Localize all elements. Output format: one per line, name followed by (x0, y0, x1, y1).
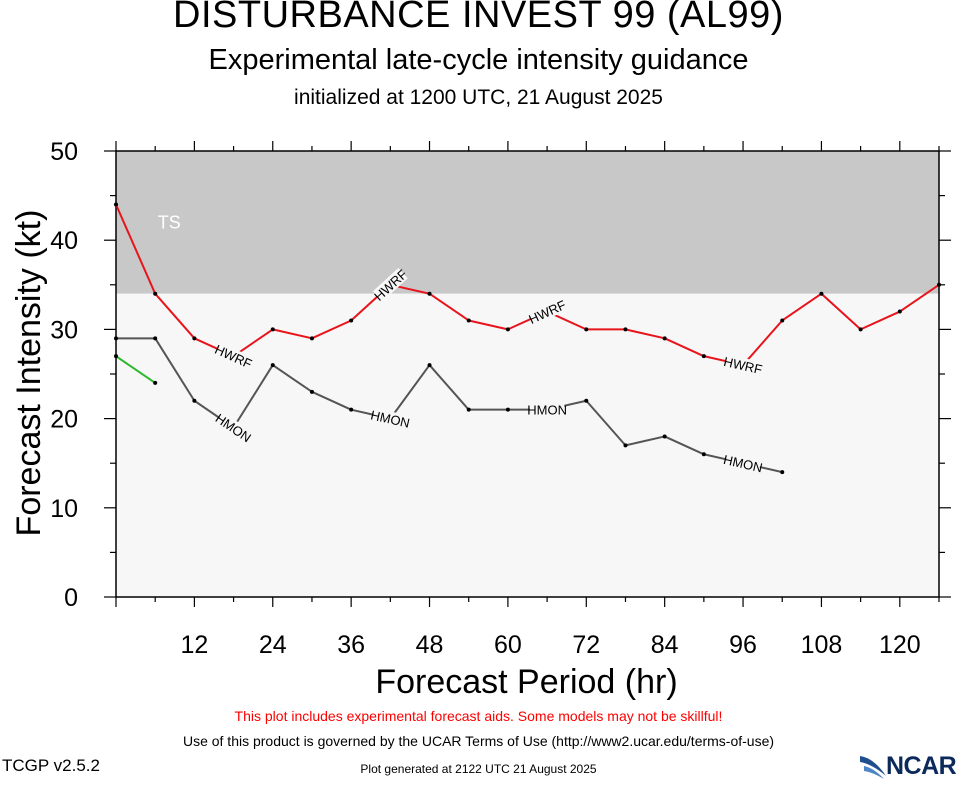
hwrf-label-background (215, 342, 253, 370)
ncar-swoosh-icon (860, 756, 886, 779)
hwrf-point (897, 309, 902, 314)
chart-init-time: initialized at 1200 UTC, 21 August 2025 (294, 86, 663, 109)
hwrf-point (505, 327, 510, 332)
hmon-point (505, 407, 510, 412)
series-2-line (115, 355, 156, 384)
hwrf-point (192, 336, 197, 341)
intensity-band-below-ts (116, 293, 939, 597)
hwrf-point (780, 318, 785, 323)
hmon-point (466, 407, 471, 412)
hwrf-point (114, 202, 118, 207)
hwrf-point (937, 282, 941, 287)
hmon-point (701, 452, 706, 457)
hmon-point (114, 336, 118, 341)
hwrf-line (115, 204, 940, 367)
hmon-point (192, 398, 197, 403)
x-axis-title: Forecast Period (hr) (375, 663, 677, 700)
y-tick-label: 10 (50, 495, 78, 523)
hwrf-point (309, 336, 314, 341)
hmon-point (349, 407, 354, 412)
hwrf-point (584, 327, 589, 332)
hmon-point (153, 336, 158, 341)
y-tick-label: 0 (64, 584, 78, 612)
y-tick-label: 30 (50, 316, 78, 344)
hwrf-label-background (528, 298, 566, 326)
hmon-label-background (372, 407, 409, 430)
hwrf-point (270, 327, 275, 332)
hwrf-point (819, 291, 824, 296)
intensity-band-ts (116, 151, 939, 294)
chart-subtitle: Experimental late-cycle intensity guidan… (208, 44, 749, 76)
hwrf-point (466, 318, 471, 323)
hmon-point (584, 398, 589, 403)
y-tick-label: 20 (50, 406, 78, 434)
hwrf-label-background (724, 354, 762, 376)
x-tick-label: 36 (337, 631, 365, 659)
hwrf-point (623, 327, 628, 332)
hmon-point (623, 443, 628, 448)
x-tick-label: 60 (494, 631, 522, 659)
hmon-point (780, 470, 785, 475)
band-label-ts: TS (158, 213, 181, 233)
hwrf-point (701, 354, 706, 359)
hwrf-point (662, 336, 667, 341)
x-tick-label: 96 (729, 631, 757, 659)
y-axis-title: Forecast Intensity (kt) (10, 210, 48, 537)
hmon-point (309, 389, 314, 394)
hmon-label-background (529, 402, 565, 417)
x-tick-label: 24 (259, 631, 287, 659)
chart-title: DISTURBANCE INVEST 99 (AL99) (173, 0, 784, 36)
generated-timestamp: Plot generated at 2122 UTC 21 August 202… (360, 762, 597, 776)
hwrf-point (858, 327, 863, 332)
x-tick-label: 84 (651, 631, 679, 659)
hmon-label-background (215, 412, 252, 443)
y-tick-label: 50 (50, 138, 78, 166)
hmon-point (662, 434, 667, 439)
hwrf-label-background (372, 268, 408, 302)
hwrf-point (349, 318, 354, 323)
ncar-logo-text: NCAR (886, 752, 957, 780)
y-tick-label: 40 (50, 227, 78, 255)
hmon-label-background (724, 452, 762, 474)
experimental-warning: This plot includes experimental forecast… (234, 708, 723, 724)
hmon-inline-label: HMON (527, 403, 567, 418)
hwrf-point (427, 291, 432, 296)
hmon-point (427, 363, 432, 368)
terms-of-use: Use of this product is governed by the U… (182, 733, 775, 749)
hmon-point (270, 363, 275, 368)
x-tick-label: 48 (416, 631, 444, 659)
intensity-chart: TS 12 24 36 48 60 72 84 96 108 120 0 10 20 30 40 50 Forec… (10, 138, 951, 700)
hmon-inline-label-group: HMON (527, 402, 567, 418)
x-tick-label: 120 (879, 631, 921, 659)
series-2-point (114, 354, 118, 359)
version-label: TCGP v2.5.2 (2, 756, 100, 775)
x-tick-label: 108 (801, 631, 843, 659)
ncar-logo: NCAR (858, 752, 957, 780)
series-2-point (153, 380, 158, 385)
hwrf-point (153, 291, 158, 296)
x-tick-label: 72 (572, 631, 600, 659)
x-tick-label: 12 (180, 631, 208, 659)
